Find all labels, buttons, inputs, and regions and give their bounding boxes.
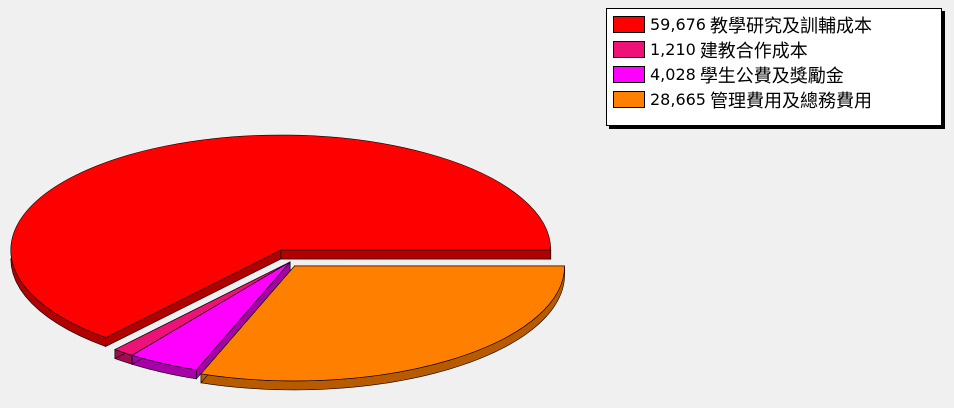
- legend-swatch-teaching-research: [613, 16, 645, 33]
- legend-value-cooperation: 1,210: [650, 40, 696, 59]
- legend-swatch-cooperation: [613, 41, 645, 58]
- legend-label-teaching-research: 教學研究及訓輔成本: [709, 15, 872, 37]
- legend-swatch-management: [613, 91, 645, 108]
- legend-item-scholarship: 4,028 學生公費及獎勵金: [613, 62, 937, 87]
- legend-label-scholarship: 學生公費及獎勵金: [699, 65, 844, 87]
- legend-item-teaching-research: 59,676 教學研究及訓輔成本: [613, 12, 937, 37]
- legend-item-cooperation: 1,210 建教合作成本: [613, 37, 937, 62]
- pie-slice-management: [200, 265, 565, 391]
- legend-value-management: 28,665: [650, 90, 706, 109]
- pie-slice-teaching-research: [10, 134, 552, 348]
- legend-label-cooperation: 建教合作成本: [699, 40, 808, 62]
- legend-item-management: 28,665 管理費用及總務費用: [613, 87, 937, 112]
- chart-legend: 59,676 教學研究及訓輔成本 1,210 建教合作成本 4,028 學生公費…: [606, 8, 942, 126]
- legend-value-teaching-research: 59,676: [650, 15, 706, 34]
- pie-slice-scholarship: [131, 261, 291, 380]
- legend-swatch-scholarship: [613, 66, 645, 83]
- legend-label-management: 管理費用及總務費用: [709, 90, 872, 112]
- legend-value-scholarship: 4,028: [650, 65, 696, 84]
